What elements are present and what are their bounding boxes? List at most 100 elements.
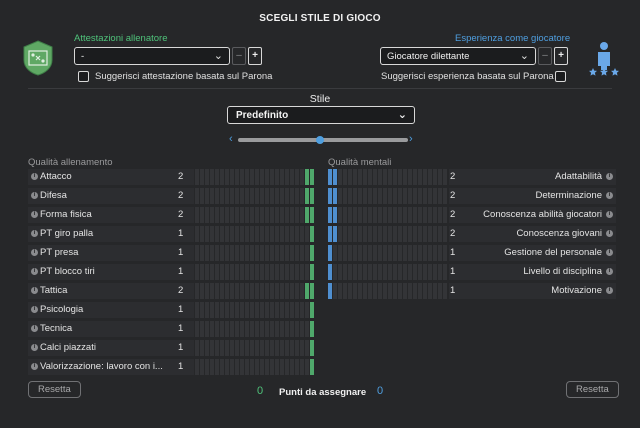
training-bar-segment <box>290 264 294 280</box>
info-icon[interactable]: i <box>606 211 613 218</box>
training-row[interactable]: i Tattica 2 <box>28 283 314 299</box>
player-suggest-checkbox[interactable] <box>555 71 566 82</box>
training-bar-segment <box>210 188 214 204</box>
training-bar-segment <box>230 169 234 185</box>
training-label: Forma fisica <box>40 209 92 220</box>
style-select[interactable]: Predefinito ⌄ <box>227 106 415 124</box>
divider <box>28 88 612 89</box>
mental-bar-segment <box>378 169 382 185</box>
training-bar-segment <box>200 245 204 261</box>
training-row[interactable]: i Valorizzazione: lavoro con i... 1 <box>28 359 314 375</box>
training-value: 2 <box>178 190 184 201</box>
training-row[interactable]: i Forma fisica 2 <box>28 207 314 223</box>
training-row[interactable]: i PT blocco tiri 1 <box>28 264 314 280</box>
mental-bar-segment <box>433 283 437 299</box>
training-bar-segment <box>285 359 289 375</box>
mental-bar-segment <box>383 283 387 299</box>
player-experience-select[interactable]: Giocatore dilettante ⌄ <box>380 47 536 65</box>
player-decrease-button[interactable]: – <box>538 47 552 65</box>
training-bar-segment <box>275 340 279 356</box>
info-icon[interactable]: i <box>606 287 613 294</box>
info-icon[interactable]: i <box>31 325 38 332</box>
training-bar-segment <box>260 226 264 242</box>
info-icon[interactable]: i <box>31 230 38 237</box>
info-icon[interactable]: i <box>31 268 38 275</box>
training-row[interactable]: i PT presa 1 <box>28 245 314 261</box>
mental-bar-segment <box>408 207 412 223</box>
slider-left-arrow-icon[interactable]: ‹ <box>229 133 233 145</box>
training-bar-segment <box>275 188 279 204</box>
mental-bar-segment <box>418 264 422 280</box>
training-bar-segment <box>235 302 239 318</box>
reset-left-button[interactable]: Resetta <box>28 381 81 398</box>
coach-qualification-select[interactable]: - ⌄ <box>74 47 230 65</box>
training-label: Tecnica <box>40 323 73 334</box>
coach-increase-button[interactable]: + <box>248 47 262 65</box>
mental-bar-segment <box>443 188 447 204</box>
training-bar-segment <box>200 359 204 375</box>
style-slider-thumb[interactable] <box>316 136 324 144</box>
info-icon[interactable]: i <box>31 249 38 256</box>
training-bar-segment <box>265 283 269 299</box>
row-background <box>449 188 616 204</box>
training-bar-meter <box>195 283 314 299</box>
training-row[interactable]: i Attacco 2 <box>28 169 314 185</box>
mental-bar-segment <box>443 169 447 185</box>
reset-right-button[interactable]: Resetta <box>566 381 619 398</box>
row-background <box>28 207 194 223</box>
mental-label: Gestione del personale <box>504 247 602 258</box>
mental-bar-segment <box>333 283 337 299</box>
row-background <box>28 264 194 280</box>
training-bar-segment <box>255 302 259 318</box>
training-bar-segment <box>205 340 209 356</box>
mental-row[interactable]: 2 Adattabilità i <box>328 169 616 185</box>
mental-row[interactable]: 1 Motivazione i <box>328 283 616 299</box>
coach-suggest-checkbox[interactable] <box>78 71 89 82</box>
slider-right-arrow-icon[interactable]: › <box>409 133 413 145</box>
mental-row[interactable]: 1 Livello di disciplina i <box>328 264 616 280</box>
info-icon[interactable]: i <box>31 287 38 294</box>
info-icon[interactable]: i <box>606 249 613 256</box>
mental-row[interactable]: 2 Conoscenza abilità giocatori i <box>328 207 616 223</box>
mental-bar-segment <box>403 245 407 261</box>
info-icon[interactable]: i <box>606 173 613 180</box>
info-icon[interactable]: i <box>31 363 38 370</box>
info-icon[interactable]: i <box>31 211 38 218</box>
mental-row[interactable]: 2 Determinazione i <box>328 188 616 204</box>
training-bar-segment <box>235 264 239 280</box>
training-bar-segment <box>270 283 274 299</box>
mental-bar-segment <box>383 207 387 223</box>
mental-bar-segment <box>358 283 362 299</box>
mental-bar-segment <box>348 283 352 299</box>
training-bar-segment <box>215 302 219 318</box>
info-icon[interactable]: i <box>31 306 38 313</box>
info-icon[interactable]: i <box>31 344 38 351</box>
training-label: PT blocco tiri <box>40 266 95 277</box>
training-row[interactable]: i PT giro palla 1 <box>28 226 314 242</box>
player-increase-button[interactable]: + <box>554 47 568 65</box>
mental-row[interactable]: 2 Conoscenza giovani i <box>328 226 616 242</box>
training-row[interactable]: i Tecnica 1 <box>28 321 314 337</box>
coach-decrease-button[interactable]: – <box>232 47 246 65</box>
mental-bar-segment <box>428 226 432 242</box>
mental-bar-segment <box>358 207 362 223</box>
mental-bar-segment <box>438 188 442 204</box>
mental-row[interactable]: 1 Gestione del personale i <box>328 245 616 261</box>
info-icon[interactable]: i <box>31 192 38 199</box>
training-bar-segment <box>205 359 209 375</box>
mental-bar-segment <box>353 169 357 185</box>
training-row[interactable]: i Difesa 2 <box>28 188 314 204</box>
training-row[interactable]: i Psicologia 1 <box>28 302 314 318</box>
training-bar-segment <box>250 169 254 185</box>
training-bar-segment <box>305 207 309 223</box>
training-bar-segment <box>210 226 214 242</box>
training-row[interactable]: i Calci piazzati 1 <box>28 340 314 356</box>
info-icon[interactable]: i <box>31 173 38 180</box>
info-icon[interactable]: i <box>606 192 613 199</box>
info-icon[interactable]: i <box>606 268 613 275</box>
mental-bar-segment <box>373 226 377 242</box>
training-bar-segment <box>255 264 259 280</box>
mental-bar-segment <box>373 188 377 204</box>
training-bar-meter <box>195 169 314 185</box>
info-icon[interactable]: i <box>606 230 613 237</box>
